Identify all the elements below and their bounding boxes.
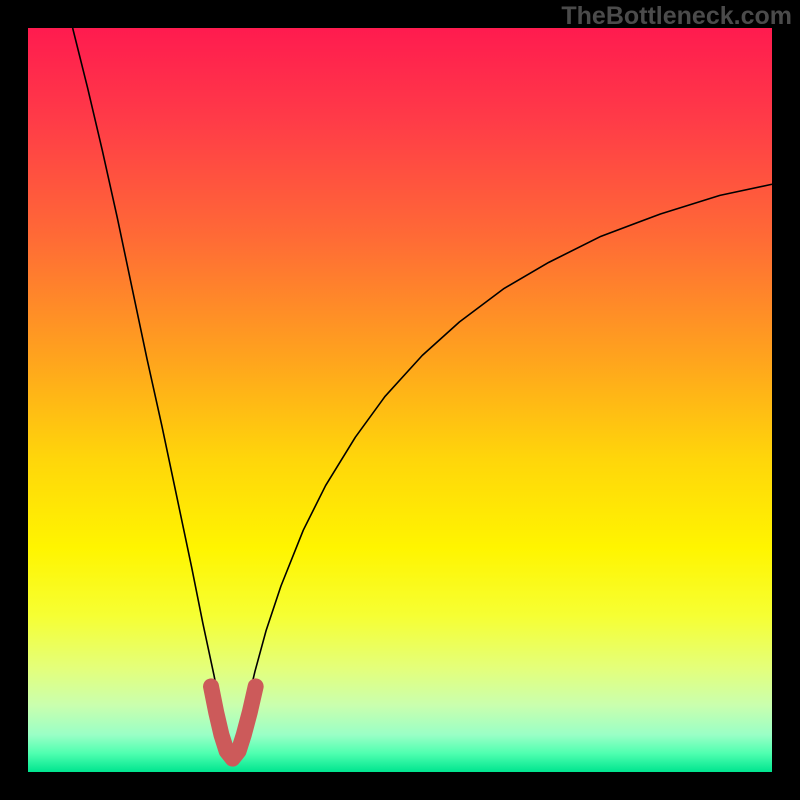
plot-background (28, 28, 772, 772)
watermark-text: TheBottleneck.com (561, 2, 792, 31)
chart-frame: TheBottleneck.com (0, 0, 800, 800)
chart-svg (0, 0, 800, 800)
